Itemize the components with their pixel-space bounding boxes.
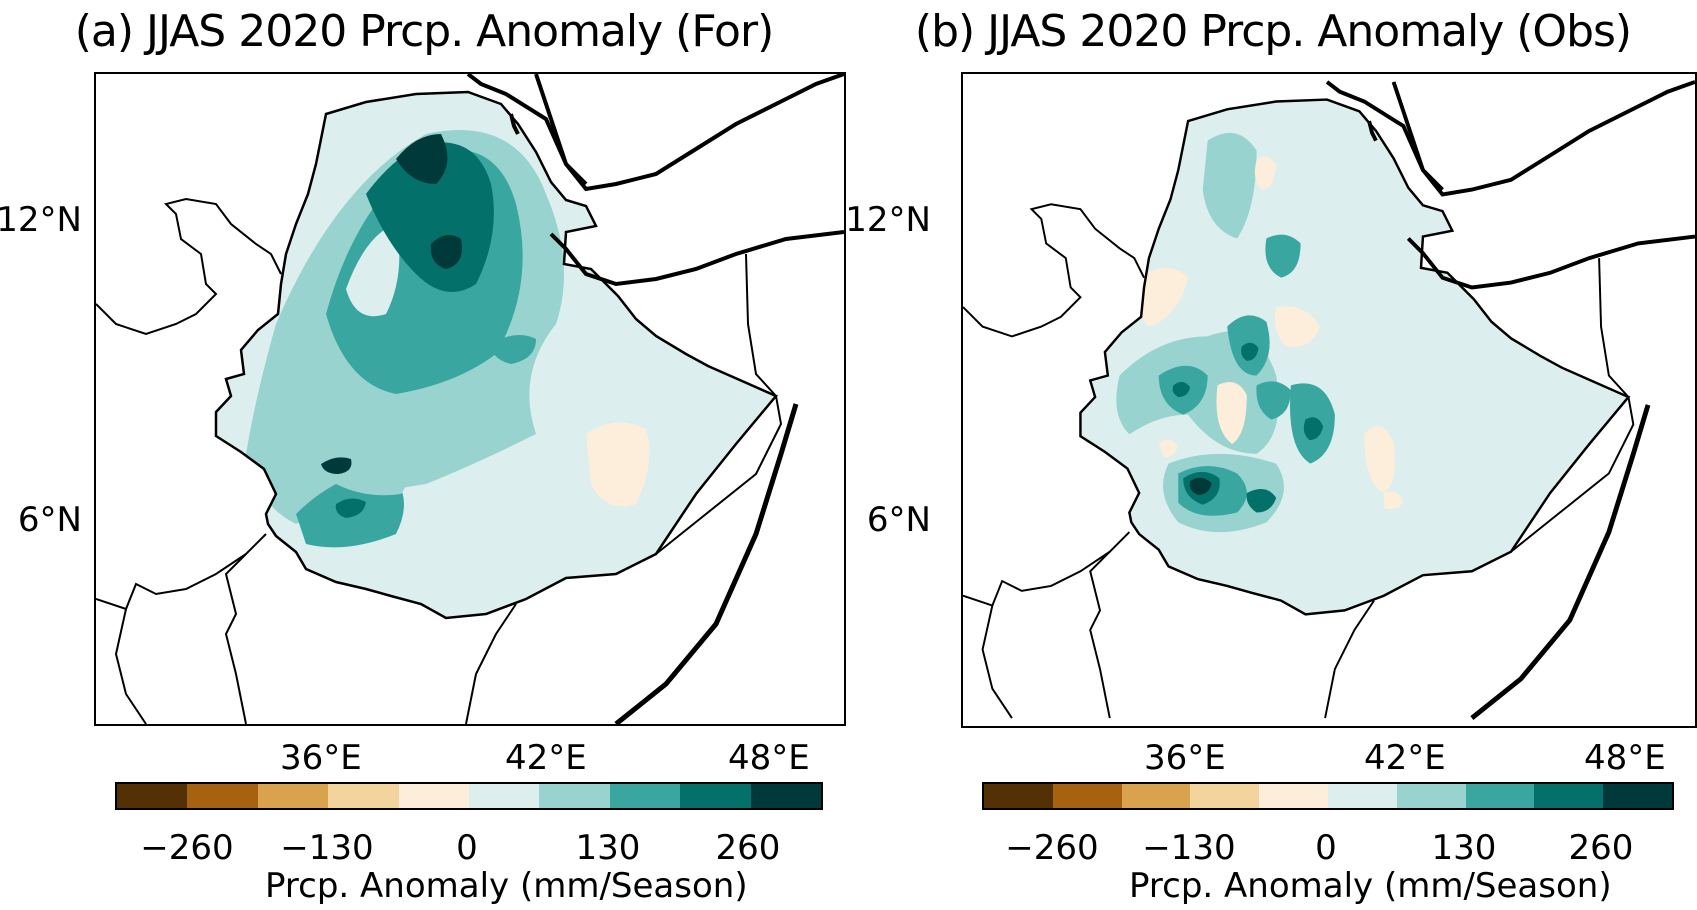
lat-label-6n: 6°N xyxy=(866,500,931,540)
lon-label-48e: 48°E xyxy=(728,738,810,778)
colorbar-label: Prcp. Anomaly (mm/Season) xyxy=(1129,866,1612,906)
lon-label-42e: 42°E xyxy=(505,738,587,778)
map-frame-forecast xyxy=(94,72,846,726)
colorbar-tick: 260 xyxy=(715,828,781,868)
colorbar-swatch xyxy=(1465,784,1535,808)
panel-title: (a) JJAS 2020 Prcp. Anomaly (For) xyxy=(74,6,774,57)
colorbar-swatch xyxy=(328,784,399,808)
colorbar-tick: −260 xyxy=(1005,828,1099,868)
colorbar-swatch xyxy=(257,784,329,808)
colorbar-swatch xyxy=(680,784,751,808)
colorbar-swatch xyxy=(750,784,822,808)
colorbar-swatch xyxy=(187,784,258,808)
lat-label-6n: 6°N xyxy=(17,500,82,540)
colorbar-label: Prcp. Anomaly (mm/Season) xyxy=(265,866,748,906)
map-observed xyxy=(963,80,1695,720)
lat-label-12n: 12°N xyxy=(845,200,931,240)
colorbar-tick: −130 xyxy=(280,828,374,868)
colorbar-tick: 0 xyxy=(1315,828,1337,868)
colorbar-swatch xyxy=(469,784,540,808)
colorbar-swatch xyxy=(1121,784,1191,808)
lat-label-12n: 12°N xyxy=(0,200,82,240)
colorbar-swatch xyxy=(1052,784,1122,808)
colorbar-swatch xyxy=(1190,784,1260,808)
colorbar-observed xyxy=(982,782,1674,810)
colorbar-tick: −260 xyxy=(140,828,234,868)
colorbar-tick: −130 xyxy=(1142,828,1236,868)
map-frame-observed xyxy=(961,72,1697,728)
colorbar-swatch xyxy=(1534,784,1604,808)
colorbar-tick: 130 xyxy=(1431,828,1497,868)
map-forecast xyxy=(96,74,844,724)
lon-label-36e: 36°E xyxy=(280,738,362,778)
colorbar-swatch xyxy=(1259,784,1328,808)
lon-label-48e: 48°E xyxy=(1584,738,1666,778)
colorbar-swatch xyxy=(398,784,470,808)
panel-observed: (b) JJAS 2020 Prcp. Anomaly (Obs) 12°N 6… xyxy=(845,0,1697,910)
colorbar-forecast xyxy=(115,782,823,810)
panel-title: (b) JJAS 2020 Prcp. Anomaly (Obs) xyxy=(914,6,1632,57)
lon-label-36e: 36°E xyxy=(1144,738,1226,778)
colorbar-swatch xyxy=(117,784,188,808)
colorbar-swatch xyxy=(539,784,610,808)
colorbar-tick: 130 xyxy=(575,828,641,868)
colorbar-tick: 260 xyxy=(1568,828,1634,868)
colorbar-swatch xyxy=(609,784,681,808)
colorbar-swatch xyxy=(1396,784,1466,808)
colorbar-swatch xyxy=(1327,784,1397,808)
colorbar-swatch xyxy=(984,784,1053,808)
panel-forecast: (a) JJAS 2020 Prcp. Anomaly (For) 12°N 6… xyxy=(0,0,848,910)
colorbar-tick: 0 xyxy=(456,828,478,868)
lon-label-42e: 42°E xyxy=(1364,738,1446,778)
colorbar-swatch xyxy=(1603,784,1672,808)
